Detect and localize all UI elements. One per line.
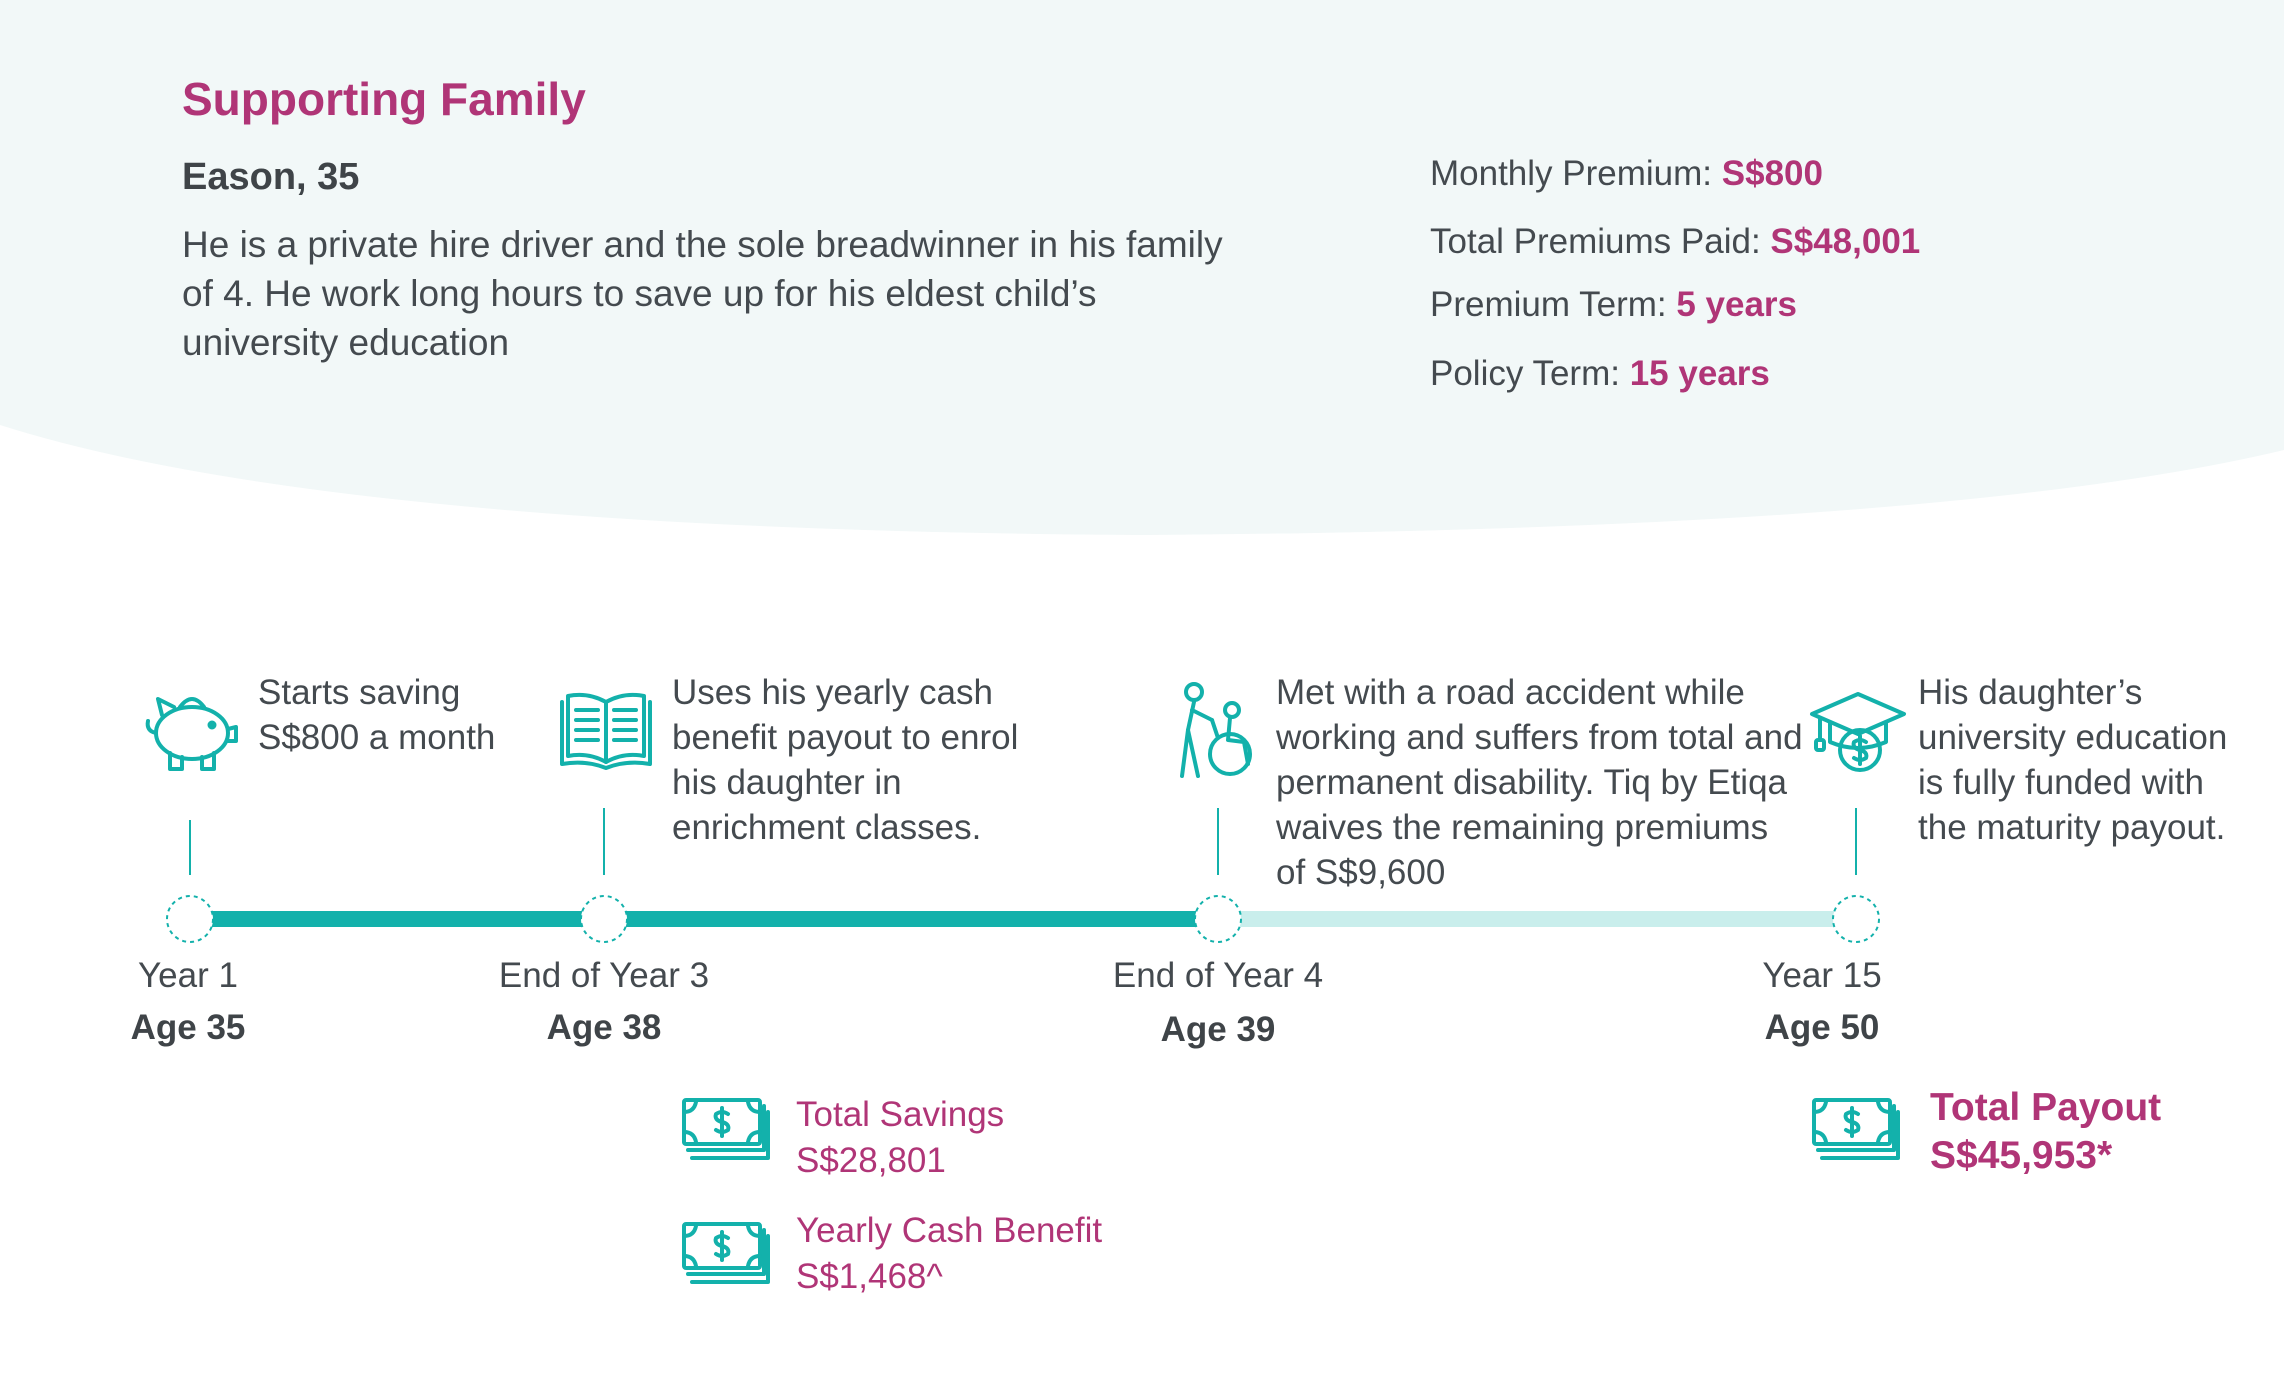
age-label-year1: Age 35	[130, 1008, 246, 1047]
premium-term-label: Premium Term:	[1430, 285, 1667, 324]
cash-stack-icon	[682, 1222, 770, 1284]
cash-stack-icon	[1812, 1098, 1900, 1160]
graduation-cap-dollar-icon	[1810, 692, 1906, 772]
total-premiums-value: S$48,001	[1770, 222, 1921, 261]
page-title: Supporting Family	[182, 73, 586, 125]
piggy-bank-icon	[145, 697, 238, 771]
total-payout-label: Total Payout	[1930, 1086, 2162, 1129]
node-year4	[1194, 895, 1242, 943]
policy-term-label: Policy Term:	[1430, 354, 1620, 393]
timeline-bar-future	[1218, 911, 1856, 927]
event-text-year3: Uses his yearly cash benefit payout to e…	[672, 673, 1019, 847]
wheelchair-assist-icon	[1180, 682, 1252, 778]
cash-stack-icon	[682, 1098, 770, 1160]
node-year15	[1832, 895, 1880, 943]
event-text-year4: Met with a road accident while working a…	[1276, 673, 1803, 892]
total-payout-value: S$45,953*	[1930, 1134, 2113, 1177]
book-icon	[560, 692, 652, 770]
year-label-year15: Year 15	[1762, 956, 1882, 995]
policy-term-value: 15 years	[1629, 354, 1770, 393]
total-savings-label: Total Savings	[796, 1095, 1005, 1134]
premium-term: Premium Term: 5 years	[1430, 285, 1797, 325]
yearly-cash-value: S$1,468^	[796, 1257, 943, 1296]
total-payout: Total Payout S$45,953*	[1930, 1084, 2161, 1180]
node-year3	[580, 895, 628, 943]
persona-name-age: Eason, 35	[182, 156, 360, 198]
yearly-cash-benefit: Yearly Cash Benefit S$1,468^	[796, 1208, 1102, 1300]
year-label-year4: End of Year 4	[1112, 956, 1324, 995]
total-savings-value: S$28,801	[796, 1141, 946, 1180]
year-label-year3: End of Year 3	[498, 956, 710, 995]
year-label-year1: Year 1	[138, 956, 238, 995]
event-text-year1: Starts saving S$800 a month	[258, 673, 496, 757]
age-label-year15: Age 50	[1764, 1008, 1880, 1047]
monthly-premium-label: Monthly Premium:	[1430, 154, 1713, 193]
node-year1	[166, 895, 214, 943]
total-savings: Total Savings S$28,801	[796, 1092, 1004, 1184]
header-background	[0, 0, 2284, 535]
total-premiums-paid: Total Premiums Paid: S$48,001	[1430, 222, 1920, 262]
monthly-premium: Monthly Premium: S$800	[1430, 154, 1823, 194]
premium-term-value: 5 years	[1676, 285, 1798, 324]
yearly-cash-label: Yearly Cash Benefit	[796, 1211, 1103, 1250]
monthly-premium-value: S$800	[1721, 154, 1823, 193]
policy-term: Policy Term: 15 years	[1430, 354, 1770, 394]
age-label-year3: Age 38	[546, 1008, 662, 1047]
persona-description: He is a private hire driver and the sole…	[182, 224, 1223, 363]
timeline-bar-active	[190, 911, 1218, 927]
event-text-year15: His daughter’s university education is f…	[1918, 673, 2228, 847]
age-label-year4: Age 39	[1160, 1010, 1276, 1049]
total-premiums-label: Total Premiums Paid:	[1430, 222, 1761, 261]
